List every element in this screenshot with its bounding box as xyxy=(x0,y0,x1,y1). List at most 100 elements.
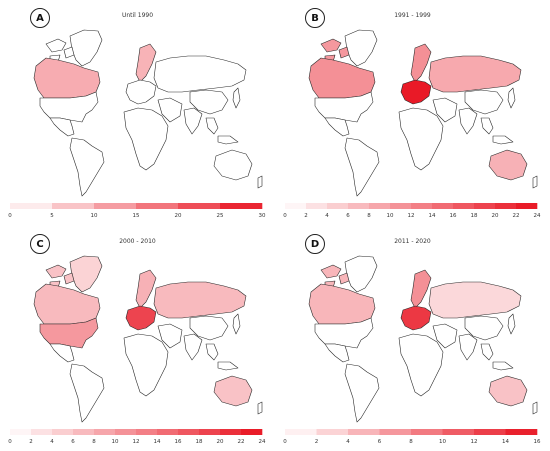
region-australia xyxy=(488,375,528,407)
legend-tick-label: 15 xyxy=(133,213,140,219)
region-western-europe xyxy=(400,305,432,331)
legend-tick-label: 6 xyxy=(346,213,350,219)
world-map xyxy=(33,29,263,197)
region-japan xyxy=(232,87,241,109)
legend-tick-label: 2 xyxy=(304,213,308,219)
region-japan xyxy=(507,87,516,109)
region-western-europe xyxy=(400,79,432,105)
legend-tick-label: 16 xyxy=(450,213,457,219)
legend-tick-label: 4 xyxy=(346,439,350,445)
legend-swatch xyxy=(220,429,242,435)
legend-swatch xyxy=(390,203,412,209)
legend-tick-label: 16 xyxy=(534,439,541,445)
region-mexico xyxy=(49,343,75,363)
legend-swatch xyxy=(136,203,179,209)
region-india xyxy=(183,333,203,361)
region-western-europe xyxy=(125,305,157,331)
region-india xyxy=(458,107,478,135)
region-new-zealand xyxy=(532,175,538,189)
region-russia xyxy=(428,55,522,93)
legend-swatch xyxy=(442,429,475,435)
legend-swatch xyxy=(199,429,221,435)
region-greenland xyxy=(344,255,378,293)
panel-letter-badge: D xyxy=(305,234,325,254)
legend-swatch xyxy=(178,429,200,435)
legend-tick-label: 14 xyxy=(502,439,509,445)
region-canada xyxy=(33,283,101,325)
legend-tick-label: 10 xyxy=(439,439,446,445)
legend-swatch xyxy=(241,429,263,435)
legend-tick-label: 6 xyxy=(378,439,382,445)
legend-tick-label: 22 xyxy=(238,439,245,445)
legend-swatch xyxy=(10,203,53,209)
panel-title: 2000 - 2010 xyxy=(119,238,156,245)
legend-tick-label: 14 xyxy=(429,213,436,219)
region-scandinavia xyxy=(135,269,157,309)
region-south-america xyxy=(69,363,105,423)
region-south-america xyxy=(344,137,380,197)
region-new-zealand xyxy=(257,401,263,415)
region-russia xyxy=(153,281,247,319)
region-scandinavia xyxy=(410,269,432,309)
map-panel-d: D 2011 - 2020 0 2 4 6 8 10 12 14 16 xyxy=(275,226,550,451)
legend-swatch xyxy=(453,203,475,209)
region-middle-east xyxy=(432,323,458,349)
legend-swatch xyxy=(178,203,221,209)
region-southeast-asia xyxy=(205,343,239,371)
legend-swatch xyxy=(327,203,349,209)
region-china xyxy=(189,89,229,115)
legend-swatch xyxy=(285,429,317,435)
legend-tick-label: 22 xyxy=(513,213,520,219)
panel-letter-badge: C xyxy=(30,234,50,254)
region-scandinavia xyxy=(410,43,432,83)
region-mexico xyxy=(324,117,350,137)
legend-swatch xyxy=(73,429,95,435)
region-south-america xyxy=(344,363,380,423)
region-new-zealand xyxy=(257,175,263,189)
legend-swatch xyxy=(379,429,412,435)
map-panel-b: B 1991 - 1999 0 2 4 6 8 10 12 14 16 18 20 22 24 xyxy=(275,0,550,225)
legend-tick-label: 8 xyxy=(92,439,96,445)
legend-tick-label: 4 xyxy=(50,439,54,445)
region-australia xyxy=(213,149,253,181)
region-south-america xyxy=(69,137,105,197)
region-india xyxy=(458,333,478,361)
region-russia xyxy=(153,55,247,93)
legend-swatch xyxy=(505,429,538,435)
legend-tick-label: 0 xyxy=(283,439,287,445)
color-legend: 0 2 4 6 8 10 12 14 16 18 20 22 24 xyxy=(0,421,275,447)
legend-tick-label: 0 xyxy=(8,213,12,219)
legend-tick-label: 12 xyxy=(471,439,478,445)
panel-title: 1991 - 1999 xyxy=(394,12,431,19)
region-japan xyxy=(232,313,241,335)
panel-letter-badge: B xyxy=(305,8,325,28)
legend-tick-label: 16 xyxy=(175,439,182,445)
map-panel-a: A Until 1990 0 5 10 15 20 25 30 xyxy=(0,0,275,225)
region-canada xyxy=(33,57,101,99)
region-japan xyxy=(507,313,516,335)
world-map xyxy=(33,255,263,423)
legend-swatch xyxy=(348,203,370,209)
region-middle-east xyxy=(157,323,183,349)
world-map xyxy=(308,255,538,423)
legend-swatch xyxy=(516,203,538,209)
region-africa xyxy=(123,107,169,171)
legend-swatch xyxy=(31,429,53,435)
region-usa xyxy=(39,91,99,123)
region-southeast-asia xyxy=(480,343,514,371)
panel-title: Until 1990 xyxy=(121,12,154,19)
region-greenland xyxy=(69,255,103,293)
legend-swatch xyxy=(285,203,307,209)
legend-tick-label: 10 xyxy=(387,213,394,219)
legend-swatch xyxy=(52,203,95,209)
legend-swatch xyxy=(369,203,391,209)
legend-tick-label: 0 xyxy=(283,213,287,219)
legend-tick-label: 18 xyxy=(471,213,478,219)
legend-tick-label: 20 xyxy=(175,213,182,219)
region-canada xyxy=(308,283,376,325)
legend-swatch xyxy=(474,203,496,209)
color-legend: 0 5 10 15 20 25 30 xyxy=(0,195,275,221)
legend-tick-label: 20 xyxy=(492,213,499,219)
region-greenland xyxy=(69,29,103,67)
legend-swatch xyxy=(94,203,137,209)
